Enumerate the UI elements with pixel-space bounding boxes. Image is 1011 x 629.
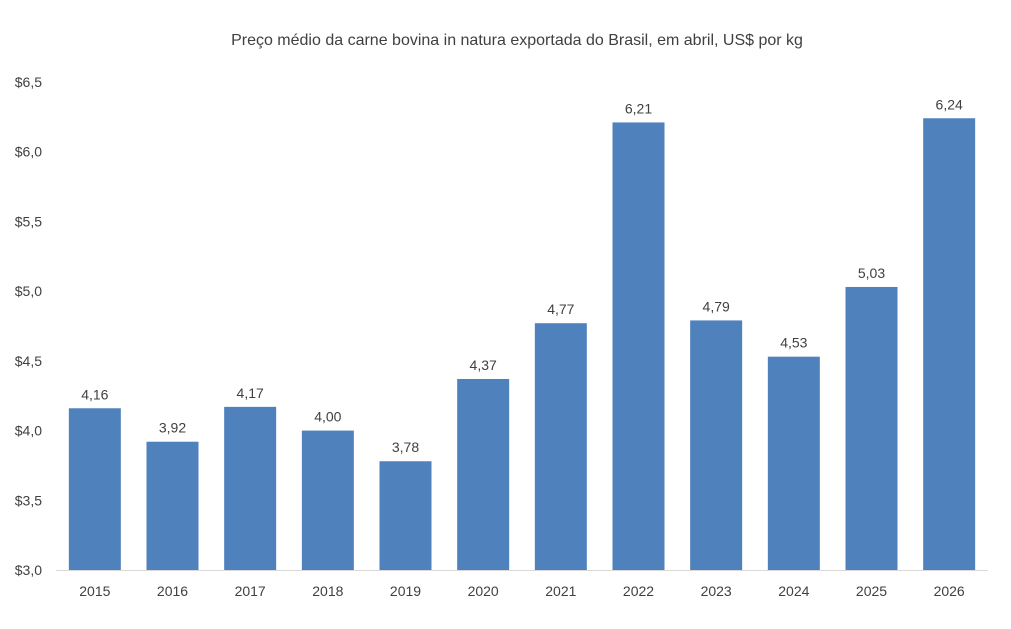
bar-2017 [224, 406, 277, 570]
bar-2018 [301, 430, 354, 570]
y-tick-label: $3,5 [15, 492, 42, 508]
data-label-2025: 5,03 [858, 265, 885, 281]
y-tick-label: $5,0 [15, 283, 42, 299]
data-labels: 4,16 3,92 4,17 4,00 3,78 4,37 4,77 6,21 4,79 4,53… [81, 96, 963, 455]
bar-2021 [534, 323, 587, 570]
x-tick-label-2020: 2020 [468, 583, 499, 599]
y-tick-label: $4,0 [15, 423, 42, 439]
data-label-2026: 6,24 [936, 96, 963, 112]
x-tick-label-2021: 2021 [545, 583, 576, 599]
data-label-2016: 3,92 [159, 420, 186, 436]
y-axis-ticks: $3,0 $3,5 $4,0 $4,5 $5,0 $5,5 $6,0 $6,5 [15, 74, 42, 578]
data-label-2022: 6,21 [625, 100, 652, 116]
data-label-2018: 4,00 [314, 409, 341, 425]
y-tick-label: $4,5 [15, 353, 42, 369]
bar-2023 [690, 320, 743, 570]
x-tick-label-2022: 2022 [623, 583, 654, 599]
bars [68, 118, 976, 570]
data-label-2015: 4,16 [81, 386, 108, 402]
data-label-2024: 4,53 [780, 335, 807, 351]
bar-2019 [379, 461, 432, 570]
x-tick-label-2017: 2017 [235, 583, 266, 599]
bar-2022 [612, 122, 665, 570]
data-label-2020: 4,37 [470, 357, 497, 373]
x-tick-label-2026: 2026 [934, 583, 965, 599]
data-label-2021: 4,77 [547, 301, 574, 317]
x-tick-label-2016: 2016 [157, 583, 188, 599]
chart-title: Preço médio da carne bovina in natura ex… [231, 32, 803, 49]
y-tick-label: $3,0 [15, 562, 42, 578]
bar-2025 [845, 286, 898, 570]
bar-2026 [923, 118, 976, 570]
data-label-2017: 4,17 [237, 385, 264, 401]
y-tick-label: $6,5 [15, 74, 42, 90]
data-label-2023: 4,79 [703, 298, 730, 314]
x-tick-label-2019: 2019 [390, 583, 421, 599]
bar-2016 [146, 441, 199, 570]
y-tick-label: $5,5 [15, 213, 42, 229]
data-label-2019: 3,78 [392, 439, 419, 455]
x-axis-ticks: 2015 2016 2017 2018 2019 2020 2021 2022 2023 2024… [79, 583, 965, 599]
bar-2020 [457, 378, 510, 570]
y-tick-label: $6,0 [15, 144, 42, 160]
x-tick-label-2015: 2015 [79, 583, 110, 599]
bar-2015 [68, 408, 121, 570]
x-tick-label-2024: 2024 [778, 583, 809, 599]
x-tick-label-2023: 2023 [701, 583, 732, 599]
x-tick-label-2025: 2025 [856, 583, 887, 599]
bar-2024 [767, 356, 820, 570]
x-tick-label-2018: 2018 [312, 583, 343, 599]
